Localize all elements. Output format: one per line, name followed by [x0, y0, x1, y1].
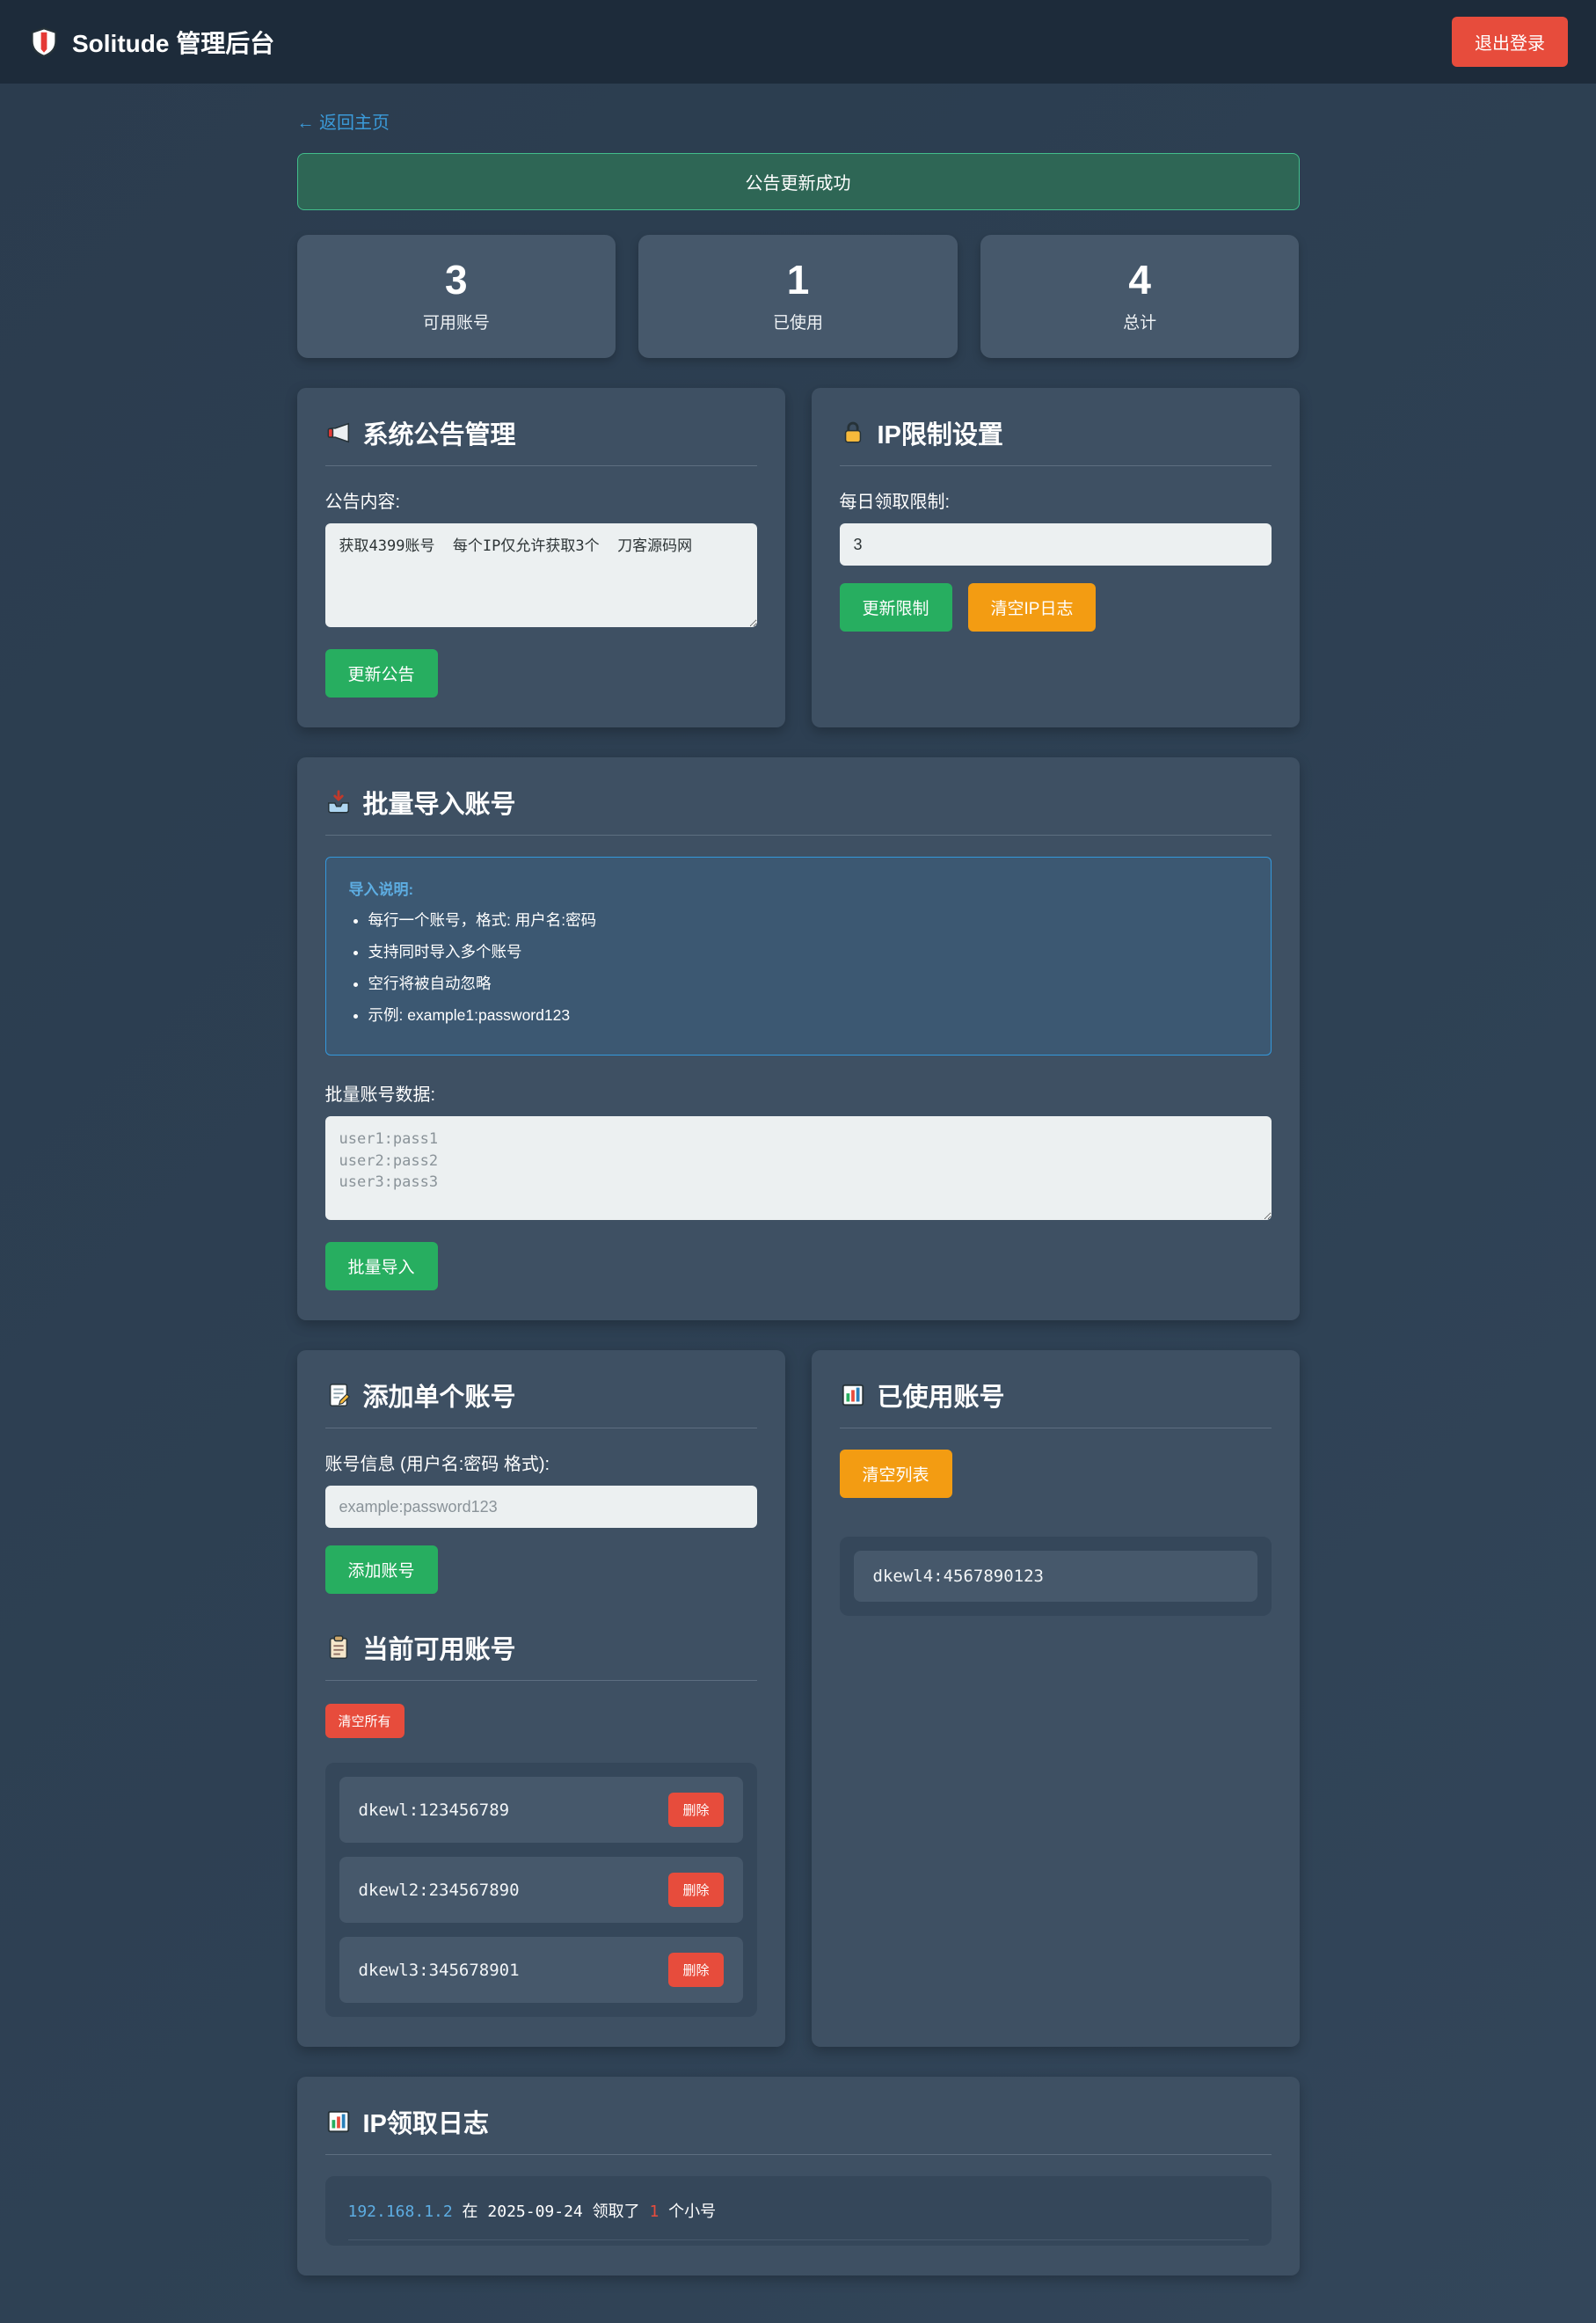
stat-card-available: 3 可用账号: [296, 235, 616, 359]
panel-title-text: 当前可用账号: [362, 1636, 516, 1665]
stat-value: 1: [786, 257, 810, 303]
panels-row-1: 系统公告管理 公告内容: 获取4399账号 每个IP仅允许获取3个 刀客源码网 …: [296, 388, 1300, 728]
batch-import-panel: 批量导入账号 导入说明: 每行一个账号，格式: 用户名:密码 支持同时导入多个账…: [296, 757, 1300, 1321]
panel-title-text: 已使用账号: [877, 1384, 1005, 1413]
accounts-panel: 添加单个账号 账号信息 (用户名:密码 格式): 添加账号 当前可用账号 清空所…: [296, 1350, 785, 2048]
announcement-textarea[interactable]: 获取4399账号 每个IP仅允许获取3个 刀客源码网: [324, 523, 757, 628]
account-row: dkewl4:4567890123: [853, 1551, 1257, 1603]
panel-title-text: IP限制设置: [877, 421, 1003, 450]
log-text: 个小号: [659, 2202, 717, 2222]
stat-value: 3: [445, 257, 468, 303]
used-account-list: dkewl4:4567890123: [839, 1537, 1272, 1617]
lock-icon: [840, 420, 866, 446]
clipboard-icon: [325, 1634, 352, 1661]
inbox-import-icon: [325, 789, 352, 815]
clear-ip-log-button[interactable]: 清空IP日志: [967, 583, 1097, 632]
batch-data-textarea[interactable]: [324, 1116, 1272, 1221]
stats-row: 3 可用账号 1 已使用 4 总计: [296, 235, 1300, 359]
account-text: dkewl:123456789: [358, 1800, 510, 1820]
ip-limit-panel: IP限制设置 每日领取限制: 更新限制 清空IP日志: [811, 388, 1300, 728]
update-limit-button[interactable]: 更新限制: [839, 583, 952, 632]
account-text: dkewl2:234567890: [358, 1880, 520, 1900]
log-count: 1: [649, 2202, 660, 2222]
account-text: dkewl3:345678901: [358, 1960, 520, 1980]
add-account-title: 添加单个账号: [324, 1377, 757, 1429]
ip-limit-label: 每日领取限制:: [839, 493, 951, 513]
log-text: 在 2025-09-24 领取了: [452, 2202, 650, 2222]
stat-value: 4: [1128, 257, 1151, 303]
add-account-button[interactable]: 添加账号: [324, 1545, 438, 1595]
batch-data-label: 批量账号数据:: [324, 1085, 436, 1106]
success-alert: 公告更新成功: [296, 153, 1300, 210]
panels-row-2: 添加单个账号 账号信息 (用户名:密码 格式): 添加账号 当前可用账号 清空所…: [296, 1350, 1300, 2048]
account-row: dkewl2:234567890 删除: [339, 1857, 743, 1924]
bar-chart-icon: [325, 2108, 352, 2135]
batch-import-button[interactable]: 批量导入: [324, 1242, 438, 1291]
import-instructions-list: 每行一个账号，格式: 用户名:密码 支持同时导入多个账号 空行将被自动忽略 示例…: [349, 909, 1248, 1026]
import-instructions-title: 导入说明:: [348, 881, 414, 899]
megaphone-icon: [325, 420, 352, 446]
delete-account-button[interactable]: 删除: [668, 1873, 724, 1908]
log-ip: 192.168.1.2: [347, 2202, 453, 2222]
panel-title-text: IP领取日志: [362, 2110, 489, 2139]
ip-log-title: IP领取日志: [324, 2103, 1272, 2156]
ip-limit-buttons: 更新限制 清空IP日志: [839, 566, 1272, 632]
account-row: dkewl:123456789 删除: [339, 1777, 743, 1844]
used-accounts-title: 已使用账号: [839, 1377, 1272, 1429]
ip-limit-input[interactable]: [839, 523, 1272, 566]
shield-icon: [28, 26, 60, 58]
stat-card-used: 1 已使用: [638, 235, 958, 359]
panel-title-text: 系统公告管理: [362, 421, 516, 450]
logout-button[interactable]: 退出登录: [1452, 17, 1568, 67]
stat-label: 已使用: [772, 314, 823, 333]
panel-title-text: 添加单个账号: [362, 1384, 516, 1413]
bar-chart-icon: [840, 1382, 866, 1408]
account-text: dkewl4:4567890123: [872, 1567, 1044, 1587]
brand: Solitude 管理后台: [28, 25, 274, 60]
ip-limit-panel-title: IP限制设置: [839, 414, 1272, 467]
back-home-link[interactable]: ← 返回主页: [296, 113, 390, 133]
page-container: ← 返回主页 公告更新成功 3 可用账号 1 已使用 4 总计 系: [288, 84, 1308, 2323]
delete-account-button[interactable]: 删除: [668, 1793, 724, 1828]
update-announcement-button[interactable]: 更新公告: [324, 649, 438, 698]
clear-used-list-button[interactable]: 清空列表: [839, 1450, 952, 1499]
instruction-item: 空行将被自动忽略: [368, 972, 1248, 994]
stat-card-total: 4 总计: [980, 235, 1300, 359]
memo-icon: [325, 1382, 352, 1408]
ip-log-entry: 192.168.1.2 在 2025-09-24 领取了 1 个小号: [347, 2181, 1249, 2241]
instruction-item: 示例: example1:password123: [368, 1004, 1248, 1026]
delete-account-button[interactable]: 删除: [668, 1953, 724, 1988]
instruction-item: 每行一个账号，格式: 用户名:密码: [368, 909, 1248, 931]
ip-log-panel: IP领取日志 192.168.1.2 在 2025-09-24 领取了 1 个小…: [296, 2077, 1300, 2276]
stat-label: 可用账号: [422, 314, 490, 333]
stat-label: 总计: [1123, 314, 1157, 333]
account-info-label: 账号信息 (用户名:密码 格式):: [324, 1455, 550, 1475]
used-accounts-panel: 已使用账号 清空列表 dkewl4:4567890123: [811, 1350, 1300, 2048]
available-account-list: dkewl:123456789 删除 dkewl2:234567890 删除 d…: [324, 1763, 757, 2018]
available-accounts-title: 当前可用账号: [324, 1629, 757, 1682]
announcement-panel-title: 系统公告管理: [324, 414, 757, 467]
instruction-item: 支持同时导入多个账号: [368, 940, 1248, 962]
announcement-content-label: 公告内容:: [324, 493, 401, 513]
app-title: Solitude 管理后台: [72, 29, 275, 57]
account-row: dkewl3:345678901 删除: [339, 1937, 743, 2004]
announcement-panel: 系统公告管理 公告内容: 获取4399账号 每个IP仅允许获取3个 刀客源码网 …: [296, 388, 785, 728]
panel-title-text: 批量导入账号: [362, 791, 516, 820]
account-info-input[interactable]: [324, 1486, 757, 1529]
clear-all-button[interactable]: 清空所有: [324, 1704, 404, 1739]
ip-log-box: 192.168.1.2 在 2025-09-24 领取了 1 个小号: [324, 2176, 1272, 2246]
top-navbar: Solitude 管理后台 退出登录: [0, 0, 1596, 84]
import-instructions-box: 导入说明: 每行一个账号，格式: 用户名:密码 支持同时导入多个账号 空行将被自…: [324, 857, 1272, 1056]
batch-import-panel-title: 批量导入账号: [324, 784, 1272, 836]
